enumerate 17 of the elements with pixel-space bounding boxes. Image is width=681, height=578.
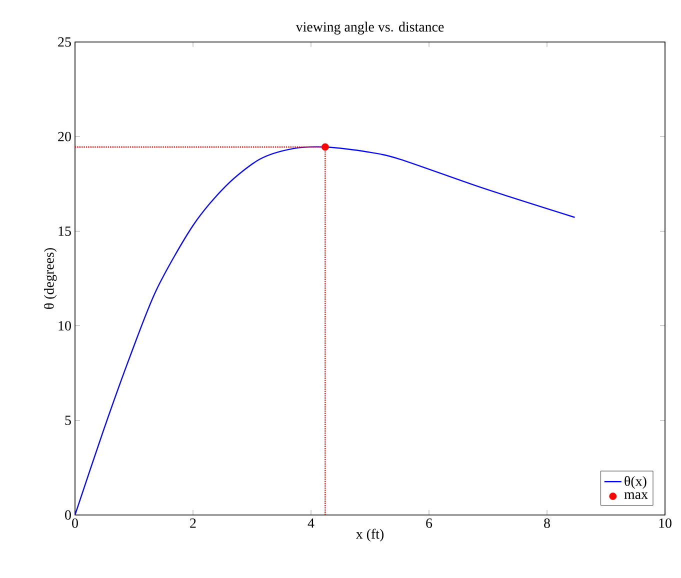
y-tick-label: 15	[58, 226, 71, 236]
chart-title: viewing angle vs. distance	[296, 22, 444, 34]
x-tick-label: 10	[659, 518, 672, 528]
y-axis-title: θ (degrees)	[44, 248, 57, 309]
y-tick-label: 5	[65, 416, 71, 426]
y-tick-label: 0	[65, 510, 71, 520]
y-tick-label: 10	[58, 321, 71, 330]
y-tick-label: 25	[58, 37, 71, 47]
legend-label: θ(x)	[624, 476, 646, 489]
x-tick-label: 0	[72, 518, 78, 528]
legend-label: max	[624, 492, 648, 499]
x-tick-label: 6	[426, 518, 432, 528]
x-tick-label: 4	[308, 518, 314, 528]
y-tick-label: 20	[58, 132, 71, 142]
x-axis-title: x (ft)	[356, 528, 384, 542]
x-tick-label: 8	[544, 518, 550, 528]
x-tick-label: 2	[190, 518, 196, 528]
